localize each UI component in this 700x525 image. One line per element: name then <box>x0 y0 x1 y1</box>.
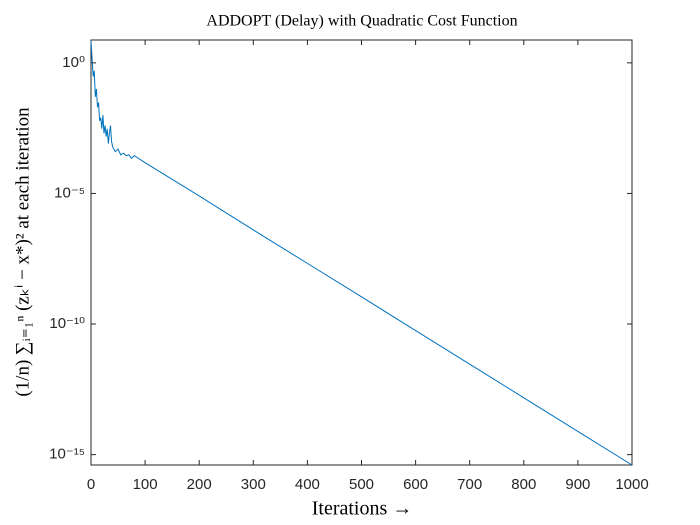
x-axis-label: Iterations → <box>312 498 413 520</box>
chart-title: ADDOPT (Delay) with Quadratic Cost Funct… <box>206 13 517 30</box>
x-tick-label: 700 <box>457 476 482 493</box>
x-tick-label: 400 <box>295 476 320 493</box>
x-tick-label: 100 <box>133 476 158 493</box>
x-tick-label: 200 <box>187 476 212 493</box>
x-tick-label: 900 <box>565 476 590 493</box>
y-axis-label: (1/n) ∑ᵢ₌₁ⁿ (zₖⁱ − x*)² at each iteratio… <box>12 107 33 397</box>
y-tick-label: 10⁻¹⁵ <box>49 446 85 463</box>
x-tick-label: 500 <box>349 476 374 493</box>
y-tick-label: 10⁻¹⁰ <box>49 315 85 332</box>
data-line <box>90 40 633 466</box>
x-tick-label: 600 <box>403 476 428 493</box>
x-tick-label: 800 <box>511 476 536 493</box>
x-tick-label: 0 <box>87 476 95 493</box>
x-tick-label: 300 <box>241 476 266 493</box>
x-tick-label: 1000 <box>615 476 648 493</box>
y-tick-label: 10⁻⁵ <box>54 184 85 201</box>
y-tick-label: 10⁰ <box>62 54 85 71</box>
